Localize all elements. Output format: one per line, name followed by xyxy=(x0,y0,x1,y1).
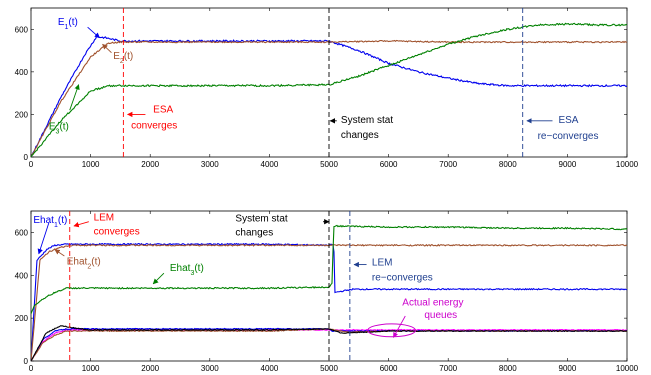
annotation-label: Ehat2(t) xyxy=(67,257,101,271)
annotation-suffix: (t) xyxy=(58,215,67,226)
y-tick-label: 600 xyxy=(15,228,29,237)
annotation-text: LEM xyxy=(94,213,115,224)
annotation-arrow xyxy=(37,222,50,255)
x-tick-label: 8000 xyxy=(499,364,517,373)
annotation-suffix: (t) xyxy=(91,257,100,268)
annotation-suffix: (t) xyxy=(68,17,77,28)
x-tick-label: 1000 xyxy=(82,160,100,169)
annotation-label: queues xyxy=(424,310,457,321)
annotation-arrow xyxy=(69,84,80,111)
annotation-text: changes xyxy=(341,130,379,141)
x-tick-label: 5000 xyxy=(320,160,338,169)
annotation-text: System stat xyxy=(341,115,393,126)
x-tick-label: 10000 xyxy=(616,364,639,373)
x-tick-label: 10000 xyxy=(616,160,639,169)
x-tick-label: 3000 xyxy=(201,160,219,169)
annotation-subscript: 1 xyxy=(54,221,58,228)
annotation-subscript: 2 xyxy=(87,263,91,270)
annotation-label: changes xyxy=(235,228,273,239)
annotation-text: Ehat xyxy=(170,263,191,274)
x-tick-label: 2000 xyxy=(141,364,159,373)
x-tick-label: 4000 xyxy=(261,160,279,169)
annotation-text: queues xyxy=(424,310,457,321)
annotation-text: ESA xyxy=(153,104,173,115)
x-tick-label: 1000 xyxy=(82,364,100,373)
annotation-label: converges xyxy=(94,227,140,238)
annotation-text: changes xyxy=(235,228,273,239)
annotation-text: E xyxy=(58,17,65,28)
annotation-suffix: (t) xyxy=(124,51,133,62)
annotation-label: ESA xyxy=(558,115,578,126)
annotation-label: E1(t) xyxy=(58,17,78,31)
annotation-label: LEM xyxy=(94,213,115,224)
chart-panel-1: 0 1000 2000 3000 4000 5000 6000 7000 8000 9000 100… xyxy=(15,7,639,169)
y-tick-label: 200 xyxy=(15,314,29,323)
annotation-text: System stat xyxy=(235,214,287,225)
annotation-suffix: (t) xyxy=(194,263,203,274)
annotation-text: Ehat xyxy=(67,257,88,268)
annotation-text: re−converges xyxy=(538,131,599,142)
annotation-label: converges xyxy=(131,120,177,131)
annotation-text: re−converges xyxy=(372,273,433,284)
y-tick-label: 0 xyxy=(24,357,29,366)
annotation-label: Ehat3(t) xyxy=(170,263,204,277)
x-tick-label: 7000 xyxy=(439,364,457,373)
annotation-label: re−converges xyxy=(372,273,433,284)
x-tick-label: 0 xyxy=(29,160,34,169)
annotation-text: E xyxy=(113,51,120,62)
annotation-label: System stat xyxy=(235,214,287,225)
annotation-arrow xyxy=(87,26,100,39)
annotation-subscript: 1 xyxy=(64,24,68,31)
x-tick-label: 0 xyxy=(29,364,34,373)
y-tick-label: 400 xyxy=(15,68,29,77)
queues-ellipse xyxy=(367,323,416,338)
y-tick-label: 400 xyxy=(15,271,29,280)
x-tick-label: 6000 xyxy=(380,364,398,373)
annotation-label: E2(t) xyxy=(113,51,133,64)
annotation-text: Actual energy xyxy=(402,297,463,308)
annotation-subscript: 2 xyxy=(120,58,124,65)
annotation-label: ESA xyxy=(153,104,173,115)
annotation-text: converges xyxy=(94,227,140,238)
annotation-label: LEM xyxy=(372,258,393,269)
annotation-arrow xyxy=(102,43,112,54)
annotation-arrow xyxy=(392,315,406,338)
x-tick-label: 9000 xyxy=(559,364,577,373)
x-tick-label: 8000 xyxy=(499,160,517,169)
annotation-label: System stat xyxy=(341,115,393,126)
annotation-arrow xyxy=(152,272,165,285)
annotation-text: converges xyxy=(131,120,177,131)
annotation-arrow xyxy=(73,221,89,228)
annotation-label: re−converges xyxy=(538,131,599,142)
y-tick-label: 200 xyxy=(15,110,29,119)
x-tick-label: 4000 xyxy=(261,364,279,373)
x-tick-label: 2000 xyxy=(141,160,159,169)
annotation-label: E3(t) xyxy=(49,121,69,135)
x-tick-label: 7000 xyxy=(439,160,457,169)
y-tick-label: 600 xyxy=(15,25,29,34)
series-line-7 xyxy=(31,325,627,361)
annotation-suffix: (t) xyxy=(59,121,68,132)
x-tick-label: 3000 xyxy=(201,364,219,373)
y-tick-label: 0 xyxy=(24,153,29,162)
annotation-subscript: 3 xyxy=(190,270,194,277)
annotation-label: Actual energy xyxy=(402,297,463,308)
x-tick-label: 5000 xyxy=(320,364,338,373)
annotation-label: changes xyxy=(341,130,379,141)
annotation-text: E xyxy=(49,121,56,132)
annotation-text: LEM xyxy=(372,258,393,269)
annotation-subscript: 3 xyxy=(56,128,60,135)
chart-panel-2: 0 1000 2000 3000 4000 5000 6000 7000 8000 9000 100… xyxy=(15,210,639,373)
annotation-label: Ehat1(t) xyxy=(33,215,67,229)
annotation-text: ESA xyxy=(558,115,578,126)
annotation-arrow xyxy=(54,249,65,257)
annotation-text: Ehat xyxy=(33,215,54,226)
x-tick-label: 9000 xyxy=(559,160,577,169)
x-tick-label: 6000 xyxy=(380,160,398,169)
